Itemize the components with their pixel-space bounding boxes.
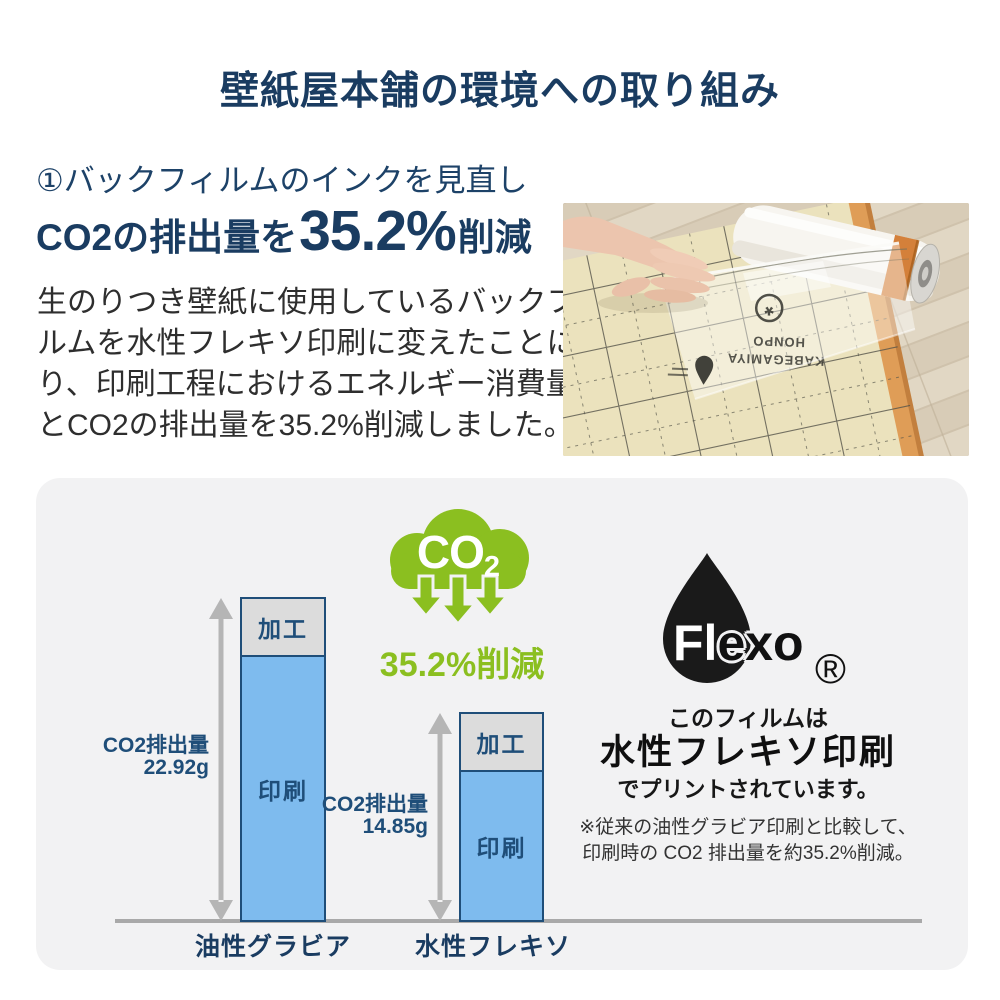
product-photo: KABEGAMIYA HONPO *: [563, 203, 969, 456]
axis-label-water-flexo: 水性フレキソ: [414, 933, 571, 961]
page-title: 壁紙屋本舗の環境への取り組み: [219, 70, 780, 113]
amount-title: CO2排出量: [102, 734, 209, 757]
body-paragraph: 生のりつき壁紙に使用しているバックフィ ルムを水性フレキソ印刷に変えたことによ …: [37, 282, 606, 446]
flexo-note-line2: 印刷時の CO2 排出量を約35.2%削減。: [582, 843, 914, 864]
double-arrow-icon: [209, 598, 233, 921]
flexo-logo-text: Flexo: [673, 618, 804, 668]
cloud-co: CO: [417, 526, 484, 578]
cloud-sub2: 2: [484, 551, 499, 583]
amount-value: 22.92g: [143, 756, 209, 779]
headline-percent: 35.2%: [299, 199, 457, 263]
segment-label: 印刷: [258, 777, 308, 804]
film-print-text: KABEGAMIYA: [727, 351, 825, 369]
flexo-logo-exo: exo: [717, 615, 804, 671]
flexo-caption-line1: このフィルムは: [667, 705, 829, 731]
flexo-caption-line2: 水性フレキソ印刷: [599, 733, 896, 772]
flexo-caption-line3: でプリントされています。: [617, 777, 879, 802]
bar2-amount-label: CO2排出量 14.85g: [278, 794, 428, 838]
headline-suffix: 削減: [457, 217, 532, 258]
flexo-logo-fl: Fl: [673, 615, 718, 671]
flexo-note-line1: ※従来の油性グラビア印刷と比較して、: [579, 817, 917, 838]
bar1-amount-label: CO2排出量 22.92g: [59, 735, 209, 779]
transparent-film: KABEGAMIYA HONPO *: [658, 241, 916, 400]
hand: [563, 216, 716, 313]
double-arrow-icon: [428, 713, 452, 921]
photo-illustration: KABEGAMIYA HONPO *: [563, 203, 969, 456]
body-line: とCO2の排出量を35.2%削減しました。: [37, 409, 574, 442]
segment-label: 加工: [476, 731, 527, 757]
body-line: り、印刷工程におけるエネルギー消費量: [37, 368, 576, 401]
bar2-printing-segment: 印刷: [461, 772, 542, 920]
bar1-processing-segment: 加工: [242, 599, 324, 657]
section-heading: ①バックフィルムのインクを見直し: [36, 163, 528, 198]
infographic-panel: CO2排出量 22.92g 加工 印刷 油性グラビア CO2排出量 14.85g…: [36, 478, 968, 970]
bar2-processing-segment: 加工: [461, 714, 542, 772]
bar-oil-gravure: 加工 印刷: [240, 597, 326, 922]
bar1-printing-segment: 印刷: [242, 657, 324, 920]
axis-label-oil-gravure: 油性グラビア: [194, 933, 351, 961]
reduction-label: 35.2%削減: [379, 646, 545, 684]
co2-cloud-icon: CO2: [390, 509, 529, 627]
down-arrows-icon: [405, 574, 511, 627]
headline: CO2の排出量を 35.2% 削減: [36, 198, 532, 264]
film-print: KABEGAMIYA HONPO *: [667, 293, 825, 385]
body-line: 生のりつき壁紙に使用しているバックフィ: [37, 286, 606, 319]
segment-label: 加工: [258, 616, 308, 642]
svg-text:*: *: [763, 293, 774, 320]
cloud-co2-text: CO2: [417, 526, 499, 583]
bar-water-flexo: 加工 印刷: [459, 712, 544, 922]
body-line: ルムを水性フレキソ印刷に変えたことによ: [37, 327, 607, 360]
registered-mark: ®: [815, 645, 846, 692]
headline-prefix: CO2の排出量を: [36, 217, 298, 258]
flexo-droplet-icon: [663, 553, 751, 683]
amount-value: 14.85g: [362, 815, 428, 838]
segment-label: 印刷: [476, 835, 527, 861]
film-print-text: HONPO: [752, 333, 805, 350]
amount-title: CO2排出量: [321, 793, 428, 816]
